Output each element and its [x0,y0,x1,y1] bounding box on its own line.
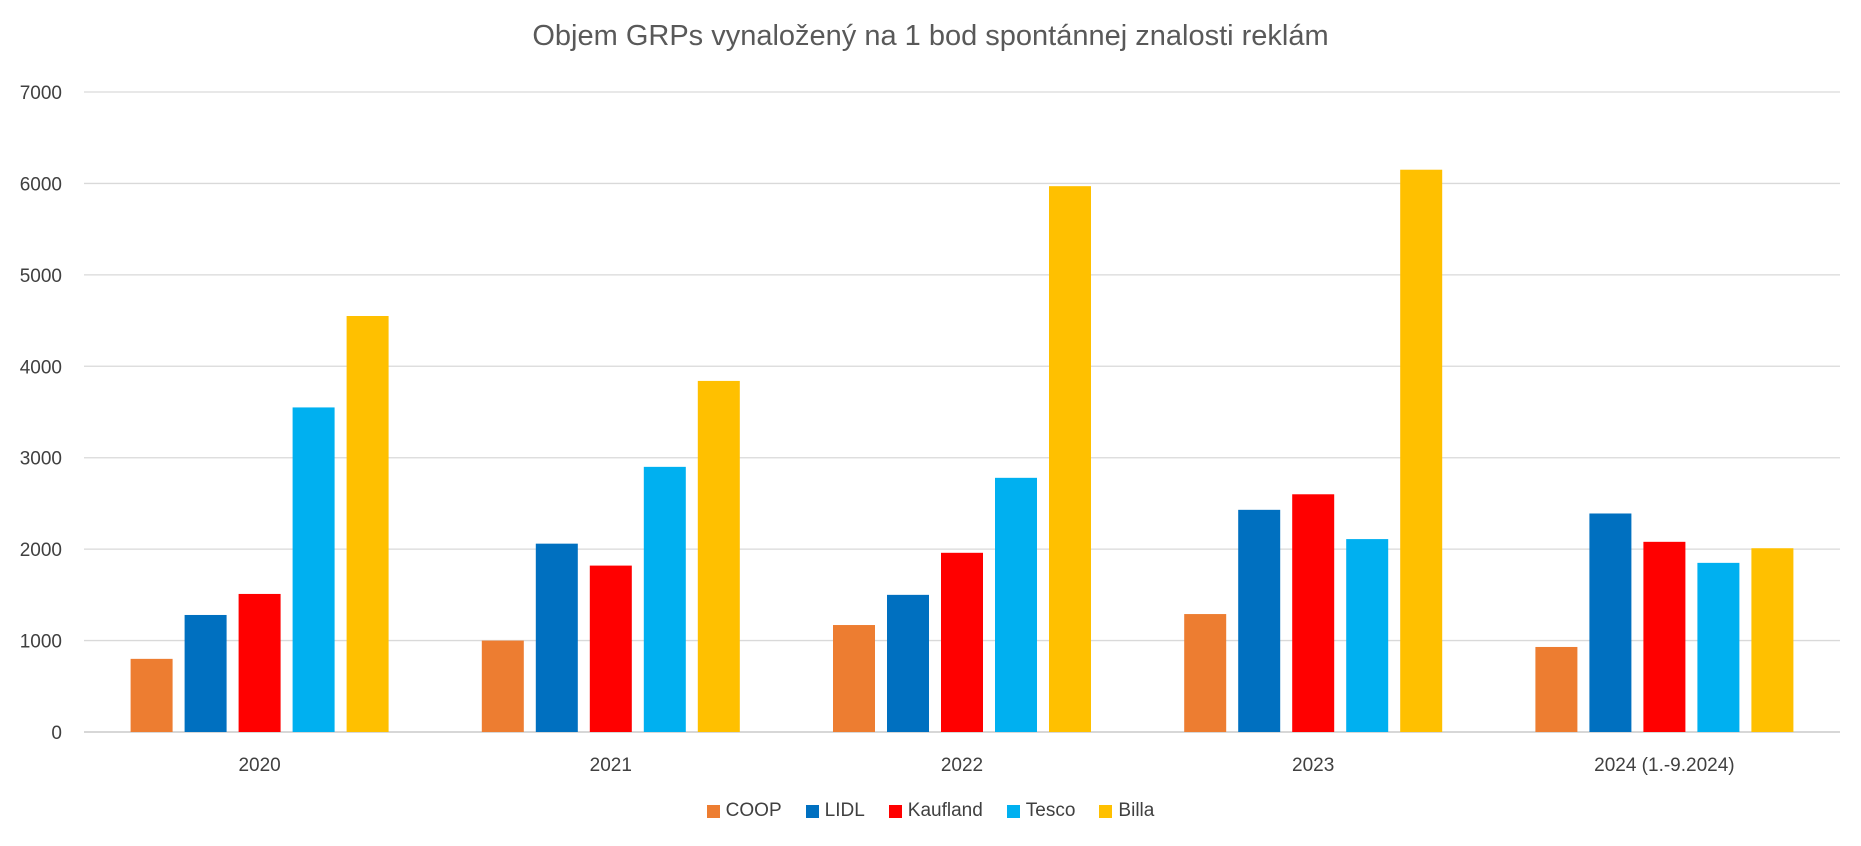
bar-lidl-1 [535,543,578,732]
legend-item-coop: COOP [706,800,782,822]
bar-billa-3 [1400,169,1443,732]
bar-coop-1 [481,640,524,732]
legend-label: Billa [1118,800,1155,821]
bar-coop-4 [1535,646,1578,732]
y-tick-label: 7000 [20,83,62,104]
legend-item-kaufland: Kaufland [888,800,983,822]
y-tick-label: 4000 [20,357,62,378]
chart-title: Objem GRPs vynaložený na 1 bod spontánne… [532,20,1329,52]
x-tick-label: 2022 [941,755,983,776]
bar-kaufland-2 [941,552,983,732]
legend-label: LIDL [824,800,865,821]
y-tick-label: 1000 [20,632,62,653]
legend-swatch [888,804,902,818]
legend-item-lidl: LIDL [805,800,865,822]
legend-label: Tesco [1025,800,1076,821]
bar-lidl-3 [1238,509,1281,732]
legend: COOP LIDL Kaufland Tesco Billa [0,800,1861,822]
bar-coop-0 [130,658,173,732]
bar-kaufland-1 [589,565,632,732]
bar-billa-0 [346,316,389,732]
legend-label: COOP [725,800,782,821]
bar-lidl-2 [887,594,929,732]
legend-swatch [1099,804,1113,818]
legend-swatch [1006,804,1020,818]
y-tick-label: 2000 [20,540,62,561]
bar-kaufland-3 [1292,494,1335,732]
bar-tesco-2 [995,477,1037,732]
bar-kaufland-0 [238,593,281,732]
bar-billa-4 [1751,548,1794,732]
bar-tesco-4 [1697,562,1740,732]
bar-coop-2 [833,625,875,732]
bar-coop-3 [1184,614,1227,732]
legend-label: Kaufland [907,800,983,821]
legend-swatch [706,804,720,818]
legend-item-billa: Billa [1099,800,1154,822]
bar-kaufland-4 [1643,541,1686,732]
bar-lidl-4 [1589,513,1632,732]
bar-tesco-1 [643,466,686,732]
y-tick-label: 0 [51,723,62,744]
y-tick-label: 6000 [20,174,62,195]
bar-lidl-0 [184,614,227,732]
y-tick-label: 5000 [20,266,62,287]
legend-item-tesco: Tesco [1006,800,1076,822]
y-tick-label: 3000 [20,449,62,470]
bar-tesco-3 [1346,539,1389,732]
x-tick-label: 2020 [238,755,280,776]
x-tick-label: 2023 [1292,755,1334,776]
bar-billa-1 [697,380,740,732]
bar-tesco-0 [292,407,335,732]
x-tick-label: 2021 [590,755,632,776]
x-tick-label: 2024 (1.-9.2024) [1594,755,1735,776]
bar-billa-2 [1049,186,1091,732]
legend-swatch [805,804,819,818]
